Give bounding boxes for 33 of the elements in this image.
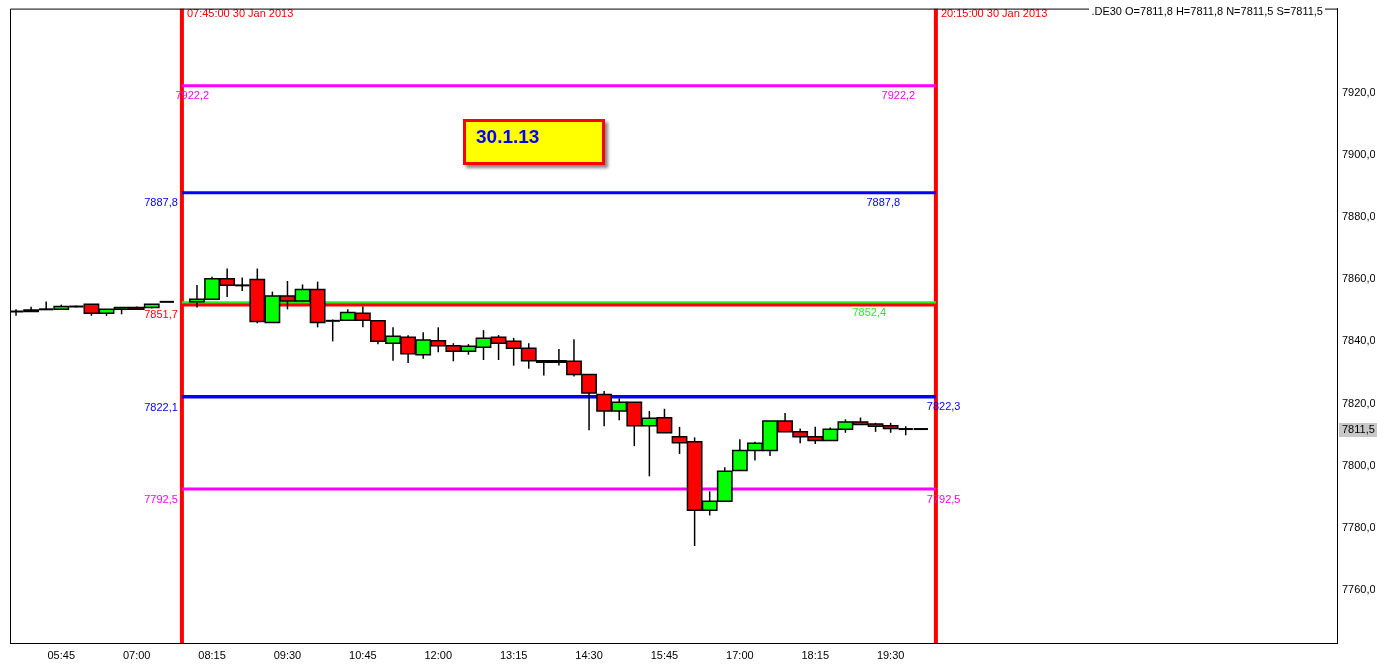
x-tick-label: 12:00 <box>424 648 453 661</box>
ref-line-label: 20:15:00 30 Jan 2013 <box>940 6 1048 19</box>
y-tick-label: 7880,0 <box>1342 209 1376 222</box>
y-tick-label: 7780,0 <box>1342 520 1376 533</box>
annotation: 7887,8 <box>144 196 178 209</box>
label-box: 30.1.13 <box>463 119 605 165</box>
annotation: .DE30 O=7811,8 H=7811,8 N=7811,5 S=7811,5 <box>1089 5 1325 17</box>
annotation: 7811,5 <box>1342 423 1375 436</box>
x-tick-label: 09:30 <box>273 648 302 661</box>
x-tick-label: 17:00 <box>726 648 754 661</box>
y-tick-label: 7920,0 <box>1342 85 1376 98</box>
x-tick-label: 14:30 <box>575 648 603 661</box>
x-tick-label: 19:30 <box>876 648 905 661</box>
ref-line-label: 07:45:00 30 Jan 2013 <box>186 6 294 19</box>
x-tick-label: 08:15 <box>198 648 226 661</box>
x-tick-label: 18:15 <box>801 648 830 661</box>
y-tick-label: 7760,0 <box>1342 583 1376 596</box>
y-tick-label: 7900,0 <box>1342 147 1376 160</box>
x-tick-label: 15:45 <box>650 648 679 661</box>
annotation: 7822,1 <box>144 400 178 413</box>
annotation: 7922,2 <box>881 89 916 102</box>
annotation: 7792,5 <box>144 492 178 505</box>
x-tick-label: 13:15 <box>499 648 528 661</box>
annotation: 7887,8 <box>866 196 901 209</box>
annotation: 7852,4 <box>852 306 887 319</box>
y-tick-label: 7860,0 <box>1342 272 1376 285</box>
y-tick-label: 7820,0 <box>1342 396 1376 409</box>
annotation: 7851,7 <box>144 308 178 321</box>
y-tick-label: 7800,0 <box>1342 458 1376 471</box>
x-tick-label: 07:00 <box>122 648 151 661</box>
x-tick-label: 05:45 <box>47 648 76 661</box>
y-tick-label: 7840,0 <box>1342 334 1376 347</box>
x-tick-label: 10:45 <box>349 648 377 661</box>
